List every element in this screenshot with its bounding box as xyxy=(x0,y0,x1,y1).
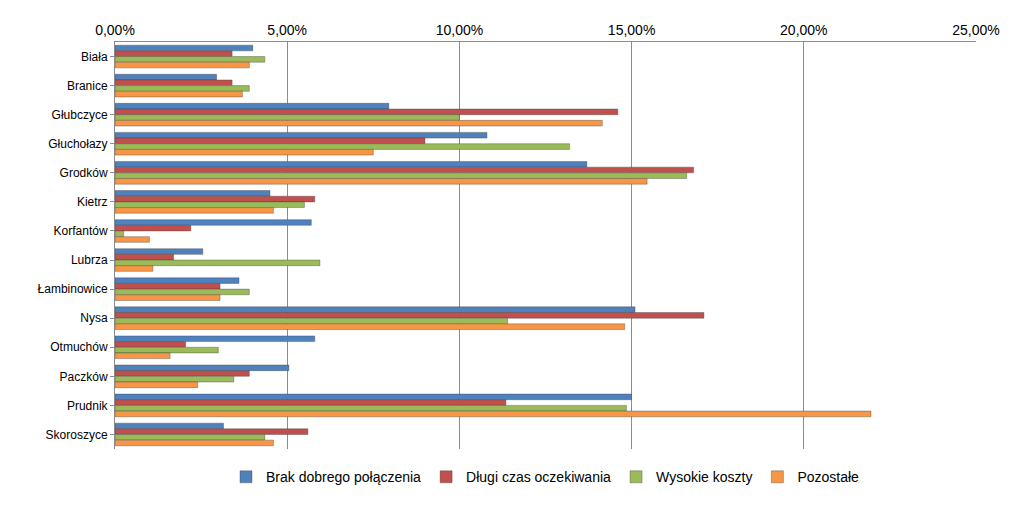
svg-text:Biała: Biała xyxy=(81,50,108,64)
svg-text:25,00%: 25,00% xyxy=(952,22,999,38)
svg-text:Skoroszyce: Skoroszyce xyxy=(46,428,108,442)
svg-text:0,00%: 0,00% xyxy=(95,22,135,38)
svg-text:Otmuchów: Otmuchów xyxy=(50,340,108,354)
svg-text:10,00%: 10,00% xyxy=(436,22,483,38)
svg-text:Nysa: Nysa xyxy=(80,311,108,325)
svg-text:Branice: Branice xyxy=(67,79,108,93)
svg-text:Łambinowice: Łambinowice xyxy=(38,282,108,296)
svg-text:Prudnik: Prudnik xyxy=(67,399,109,413)
svg-text:Pozostałe: Pozostałe xyxy=(797,469,859,485)
svg-text:Kietrz: Kietrz xyxy=(77,195,108,209)
svg-text:20,00%: 20,00% xyxy=(780,22,827,38)
svg-text:Grodków: Grodków xyxy=(60,166,108,180)
svg-text:5,00%: 5,00% xyxy=(267,22,307,38)
svg-text:Korfantów: Korfantów xyxy=(54,224,108,238)
svg-text:15,00%: 15,00% xyxy=(608,22,655,38)
svg-text:Głuchołazy: Głuchołazy xyxy=(48,137,107,151)
svg-text:Paczków: Paczków xyxy=(60,370,108,384)
svg-text:Lubrza: Lubrza xyxy=(71,253,108,267)
svg-text:Brak dobrego połączenia: Brak dobrego połączenia xyxy=(266,469,421,485)
svg-text:Głubczyce: Głubczyce xyxy=(52,108,108,122)
svg-text:Wysokie koszty: Wysokie koszty xyxy=(656,469,752,485)
svg-text:Długi czas oczekiwania: Długi czas oczekiwania xyxy=(466,469,611,485)
